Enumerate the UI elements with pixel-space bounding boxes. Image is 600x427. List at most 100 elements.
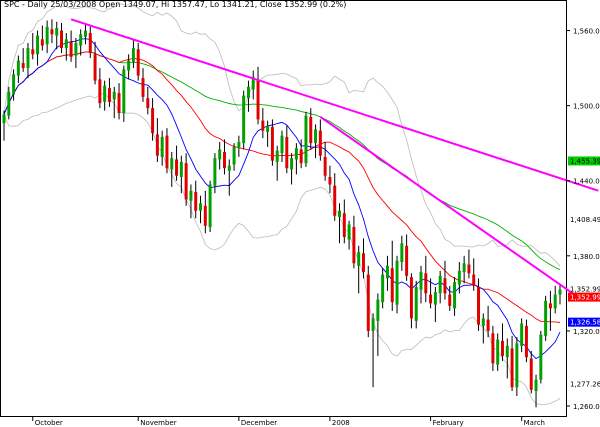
price-tick-label: 1,560.00 bbox=[573, 28, 600, 36]
candle-down bbox=[40, 39, 44, 46]
candle-up bbox=[246, 86, 250, 99]
price-label-text: 1,408.49 bbox=[570, 216, 600, 224]
candle-down bbox=[69, 41, 73, 57]
candle-down bbox=[424, 273, 428, 294]
candle-up bbox=[275, 150, 279, 162]
candle-down bbox=[299, 149, 303, 164]
candle-down bbox=[429, 294, 433, 304]
candle-up bbox=[338, 210, 342, 218]
candle-up bbox=[83, 30, 87, 37]
price-tick-label: 1,500.00 bbox=[573, 103, 600, 111]
chart-header: SPC - Daily 25/03/2008 Open 1349.07, Hi … bbox=[4, 0, 347, 9]
candle-up bbox=[539, 334, 543, 380]
candle-up bbox=[199, 203, 203, 211]
candle-up bbox=[520, 323, 524, 346]
price-tick-label: 1,260.00 bbox=[573, 403, 600, 411]
plot-frame bbox=[0, 0, 567, 417]
candle-up bbox=[213, 158, 217, 186]
price-label-background bbox=[568, 156, 600, 166]
price-axis: 1,560.00 1,500.00 1,440.00 1,380.00 1,320.00… bbox=[566, 28, 600, 411]
date-tick-label: November bbox=[140, 419, 177, 427]
candle-up bbox=[232, 146, 236, 165]
candle-up bbox=[371, 318, 375, 331]
candle-down bbox=[256, 80, 260, 120]
candle-up bbox=[414, 287, 418, 321]
candle-down bbox=[352, 227, 356, 264]
candle-down bbox=[477, 287, 481, 325]
candle-down bbox=[342, 213, 346, 238]
candle-down bbox=[467, 264, 471, 274]
candle-up bbox=[160, 136, 164, 157]
candle-down bbox=[548, 303, 552, 309]
candle-up bbox=[515, 343, 519, 388]
candle-down bbox=[175, 159, 179, 176]
candle-up bbox=[227, 165, 231, 171]
date-axis: October November December 2008 February March bbox=[32, 416, 545, 427]
candle-down bbox=[21, 63, 25, 69]
candle-up bbox=[266, 125, 270, 132]
candle-up bbox=[419, 272, 423, 290]
candle-down bbox=[328, 176, 332, 185]
candle-down bbox=[486, 319, 490, 331]
trendline bbox=[70, 18, 599, 192]
candle-up bbox=[179, 161, 183, 177]
candle-up bbox=[16, 60, 20, 76]
candle-down bbox=[194, 191, 198, 211]
candles bbox=[2, 19, 562, 408]
candle-up bbox=[189, 190, 193, 201]
candle-down bbox=[151, 108, 155, 134]
candle-down bbox=[318, 130, 322, 156]
candle-up bbox=[400, 243, 404, 263]
candle-up bbox=[45, 26, 49, 45]
candle-up bbox=[170, 158, 174, 170]
candle-up bbox=[314, 129, 318, 144]
price-label-background bbox=[568, 317, 600, 327]
candle-up bbox=[251, 76, 255, 90]
candle-up bbox=[55, 28, 59, 36]
candle-down bbox=[529, 358, 533, 390]
upper-band-line bbox=[3, 3, 561, 267]
candle-down bbox=[203, 205, 207, 226]
candle-down bbox=[155, 134, 159, 156]
candle-down bbox=[510, 348, 514, 388]
candle-down bbox=[309, 116, 313, 144]
price-label-text: 1,352.99 bbox=[570, 294, 600, 302]
candle-down bbox=[333, 185, 337, 216]
candle-down bbox=[60, 30, 64, 49]
candle-up bbox=[347, 224, 351, 240]
candle-up bbox=[12, 74, 16, 95]
ma-short-line bbox=[3, 38, 561, 360]
trendline bbox=[319, 116, 575, 296]
candle-down bbox=[261, 120, 265, 131]
candle-up bbox=[26, 48, 30, 69]
candle-up bbox=[36, 35, 40, 55]
candle-down bbox=[472, 274, 476, 286]
price-tick-label: 1,440.00 bbox=[573, 178, 600, 186]
candle-down bbox=[107, 88, 111, 102]
candle-up bbox=[127, 60, 131, 71]
candle-down bbox=[93, 54, 97, 81]
candle-down bbox=[222, 151, 226, 169]
candle-up bbox=[2, 114, 6, 124]
lower-band-line bbox=[3, 92, 561, 405]
candle-up bbox=[481, 318, 485, 326]
candle-up bbox=[553, 294, 557, 309]
candle-down bbox=[491, 333, 495, 364]
bollinger-bands bbox=[3, 3, 561, 405]
candle-down bbox=[524, 325, 528, 358]
candle-up bbox=[280, 135, 284, 154]
candle-up bbox=[64, 39, 68, 49]
candle-up bbox=[381, 274, 385, 303]
candle-down bbox=[448, 294, 452, 306]
candle-down bbox=[98, 79, 102, 104]
candle-up bbox=[131, 48, 135, 62]
candle-up bbox=[357, 252, 361, 266]
candle-down bbox=[165, 135, 169, 169]
candle-down bbox=[141, 78, 145, 97]
candle-up bbox=[218, 149, 222, 160]
candle-up bbox=[208, 184, 212, 228]
candle-down bbox=[409, 277, 413, 319]
price-label-text: 1,352.99 bbox=[570, 286, 600, 294]
candle-down bbox=[405, 245, 409, 276]
